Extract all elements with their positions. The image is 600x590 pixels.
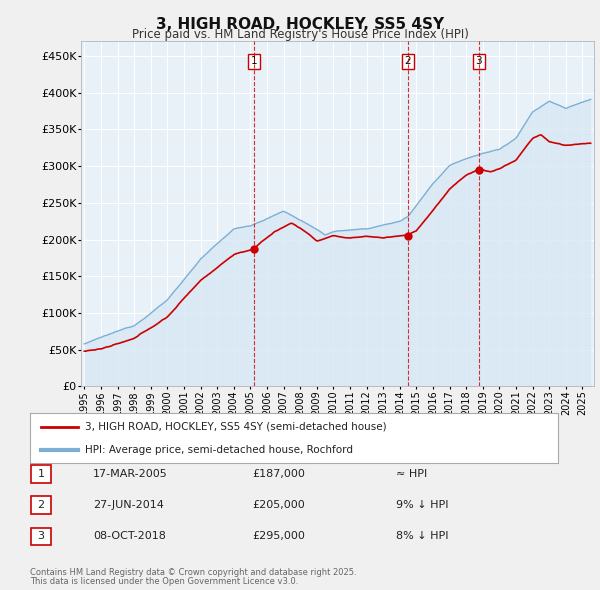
Text: 2: 2: [38, 500, 44, 510]
Text: 8% ↓ HPI: 8% ↓ HPI: [396, 532, 449, 541]
Text: £205,000: £205,000: [252, 500, 305, 510]
Text: 3: 3: [38, 532, 44, 541]
Text: 1: 1: [38, 469, 44, 478]
Text: Contains HM Land Registry data © Crown copyright and database right 2025.: Contains HM Land Registry data © Crown c…: [30, 568, 356, 577]
Text: 2: 2: [404, 56, 411, 66]
Text: 17-MAR-2005: 17-MAR-2005: [93, 469, 168, 478]
Text: 3, HIGH ROAD, HOCKLEY, SS5 4SY: 3, HIGH ROAD, HOCKLEY, SS5 4SY: [156, 17, 444, 31]
Text: 9% ↓ HPI: 9% ↓ HPI: [396, 500, 449, 510]
Text: 3, HIGH ROAD, HOCKLEY, SS5 4SY (semi-detached house): 3, HIGH ROAD, HOCKLEY, SS5 4SY (semi-det…: [85, 421, 387, 431]
Text: £187,000: £187,000: [252, 469, 305, 478]
Text: 1: 1: [251, 56, 257, 66]
Text: Price paid vs. HM Land Registry's House Price Index (HPI): Price paid vs. HM Land Registry's House …: [131, 28, 469, 41]
Text: 3: 3: [476, 56, 482, 66]
Text: 08-OCT-2018: 08-OCT-2018: [93, 532, 166, 541]
Text: This data is licensed under the Open Government Licence v3.0.: This data is licensed under the Open Gov…: [30, 577, 298, 586]
Text: £295,000: £295,000: [252, 532, 305, 541]
Text: HPI: Average price, semi-detached house, Rochford: HPI: Average price, semi-detached house,…: [85, 445, 353, 455]
Text: 27-JUN-2014: 27-JUN-2014: [93, 500, 164, 510]
Text: ≈ HPI: ≈ HPI: [396, 469, 427, 478]
